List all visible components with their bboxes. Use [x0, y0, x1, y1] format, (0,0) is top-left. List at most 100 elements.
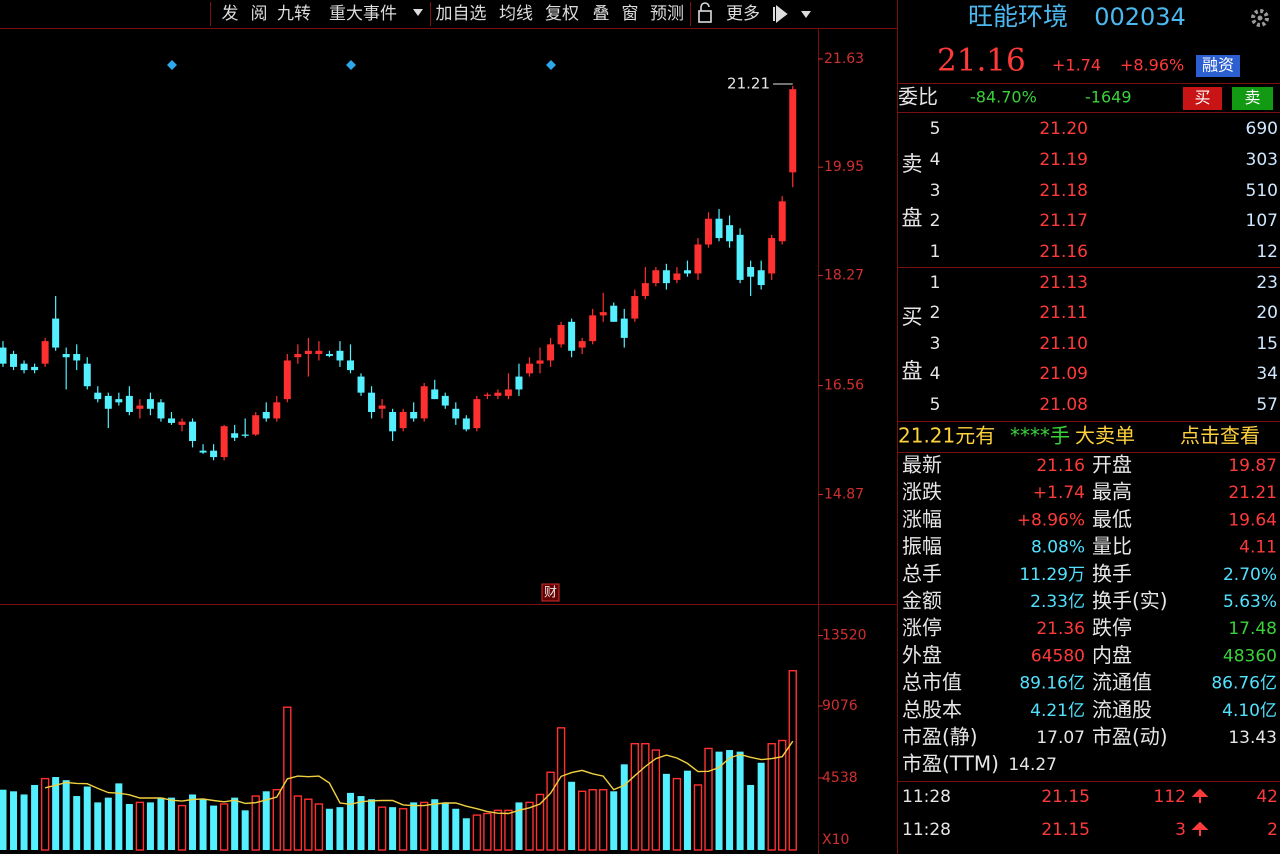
toolbar-button[interactable]: 九转	[277, 4, 311, 24]
candle-body	[378, 405, 386, 409]
dropdown-icon[interactable]	[801, 11, 811, 18]
volume-bar	[357, 796, 365, 850]
candle-body	[336, 350, 344, 361]
candle-body	[420, 386, 428, 419]
stat-label: 换手(实)	[1092, 589, 1168, 613]
candle-body	[568, 321, 576, 351]
volume-bar	[462, 818, 470, 850]
candle-body	[652, 270, 660, 284]
book-side-label: 卖	[902, 152, 923, 176]
event-marker-box[interactable]	[541, 583, 560, 602]
volume-bar	[125, 803, 133, 850]
candle-body	[315, 350, 323, 355]
event-marker[interactable]: 财	[544, 586, 557, 601]
stat-label: 振幅	[902, 534, 942, 558]
settings-icon[interactable]	[1251, 9, 1269, 27]
toolbar-button[interactable]: 叠	[593, 4, 610, 24]
buy-button-bg[interactable]	[1183, 87, 1222, 110]
stat-value: 4.10亿	[1222, 701, 1277, 721]
volume-bar	[704, 747, 713, 851]
book-volume: 57	[1256, 395, 1278, 415]
book-volume: 20	[1256, 303, 1278, 323]
stat-value: 21.36	[1036, 619, 1085, 639]
event-diamond[interactable]	[546, 60, 556, 70]
volume-bar	[525, 801, 534, 851]
toolbar-button[interactable]: 均线	[499, 4, 533, 24]
volume-bar	[483, 812, 492, 851]
stat-label: 总手	[902, 561, 942, 585]
candle-body	[94, 392, 102, 400]
candle-body	[10, 354, 18, 367]
volume-bar	[262, 791, 270, 850]
volume-bar	[336, 807, 344, 850]
toolbar-button[interactable]: 预测	[650, 4, 684, 24]
volume-bar	[515, 802, 523, 850]
volume-bar	[189, 794, 197, 850]
badge-bg[interactable]	[1196, 55, 1240, 77]
lock-icon[interactable]	[698, 2, 712, 23]
event-diamond[interactable]	[346, 60, 356, 70]
sell-button-bg[interactable]	[1232, 87, 1273, 110]
book-volume: 510	[1246, 181, 1278, 201]
book-volume: 690	[1246, 119, 1278, 139]
book-level: 2	[930, 303, 941, 323]
volume-bar	[788, 670, 797, 851]
stat-value: 21.21	[1228, 483, 1277, 503]
stat-value: 2.70%	[1223, 565, 1277, 585]
book-level: 2	[930, 211, 941, 231]
margin-badge[interactable]: 融资	[1202, 56, 1234, 75]
book-volume: 107	[1246, 211, 1278, 231]
volume-bar	[693, 784, 703, 851]
book-price: 21.11	[1039, 303, 1088, 323]
volume-ma-line	[44, 740, 794, 815]
up-arrow-icon	[1191, 788, 1209, 803]
toolbar-button[interactable]: 阅	[251, 4, 268, 24]
stat-label: 市盈(静)	[902, 725, 978, 749]
toolbar-button[interactable]: 复权	[545, 4, 579, 24]
event-diamond[interactable]	[167, 60, 177, 70]
play-icon[interactable]	[773, 4, 788, 24]
stock-name: 旺能环境	[968, 2, 1068, 31]
stat-value: 4.21亿	[1030, 701, 1085, 721]
volume-bar	[683, 770, 691, 850]
candle-body	[547, 344, 555, 361]
volume-bar	[325, 808, 333, 850]
volume-bar	[346, 792, 354, 850]
candle-body	[220, 426, 228, 458]
ratio-diff: -1649	[1085, 88, 1132, 107]
price-change-pct: +8.96%	[1120, 56, 1184, 75]
stat-label: 金额	[902, 589, 942, 613]
candle-body	[52, 318, 60, 348]
sell-button[interactable]: 卖	[1244, 88, 1260, 107]
tick-count: 2	[1267, 820, 1278, 840]
volume-bar	[210, 805, 218, 850]
toolbar-button[interactable]: 窗	[622, 4, 639, 24]
y-tick-label: 19.95	[824, 159, 864, 175]
candle-body	[789, 89, 797, 173]
stat-label: 市盈(TTM)	[902, 752, 999, 776]
candle-body	[715, 218, 723, 239]
book-volume: 23	[1256, 273, 1278, 293]
candle-body	[662, 270, 670, 284]
buy-button[interactable]: 买	[1194, 88, 1210, 107]
candle-body	[683, 270, 691, 274]
candle-body	[241, 434, 249, 436]
big-order-text[interactable]: 点击查看	[1180, 424, 1260, 448]
stat-value: 21.16	[1036, 456, 1085, 476]
book-volume: 34	[1256, 364, 1278, 384]
book-level: 5	[930, 395, 941, 415]
stat-label: 总市值	[902, 670, 962, 694]
book-level: 1	[930, 273, 941, 293]
volume-bar	[568, 781, 576, 850]
candle-body	[399, 412, 407, 429]
book-level: 5	[930, 119, 941, 139]
toolbar-button[interactable]: 发	[222, 4, 239, 24]
volume-bar	[377, 806, 387, 851]
toolbar-button[interactable]: 重大事件	[329, 4, 397, 24]
dropdown-icon[interactable]	[413, 9, 423, 16]
candle-body	[346, 360, 354, 371]
toolbar-button[interactable]: 加自选	[436, 4, 487, 24]
toolbar-button[interactable]: 更多	[726, 4, 760, 24]
price-change: +1.74	[1052, 56, 1101, 75]
